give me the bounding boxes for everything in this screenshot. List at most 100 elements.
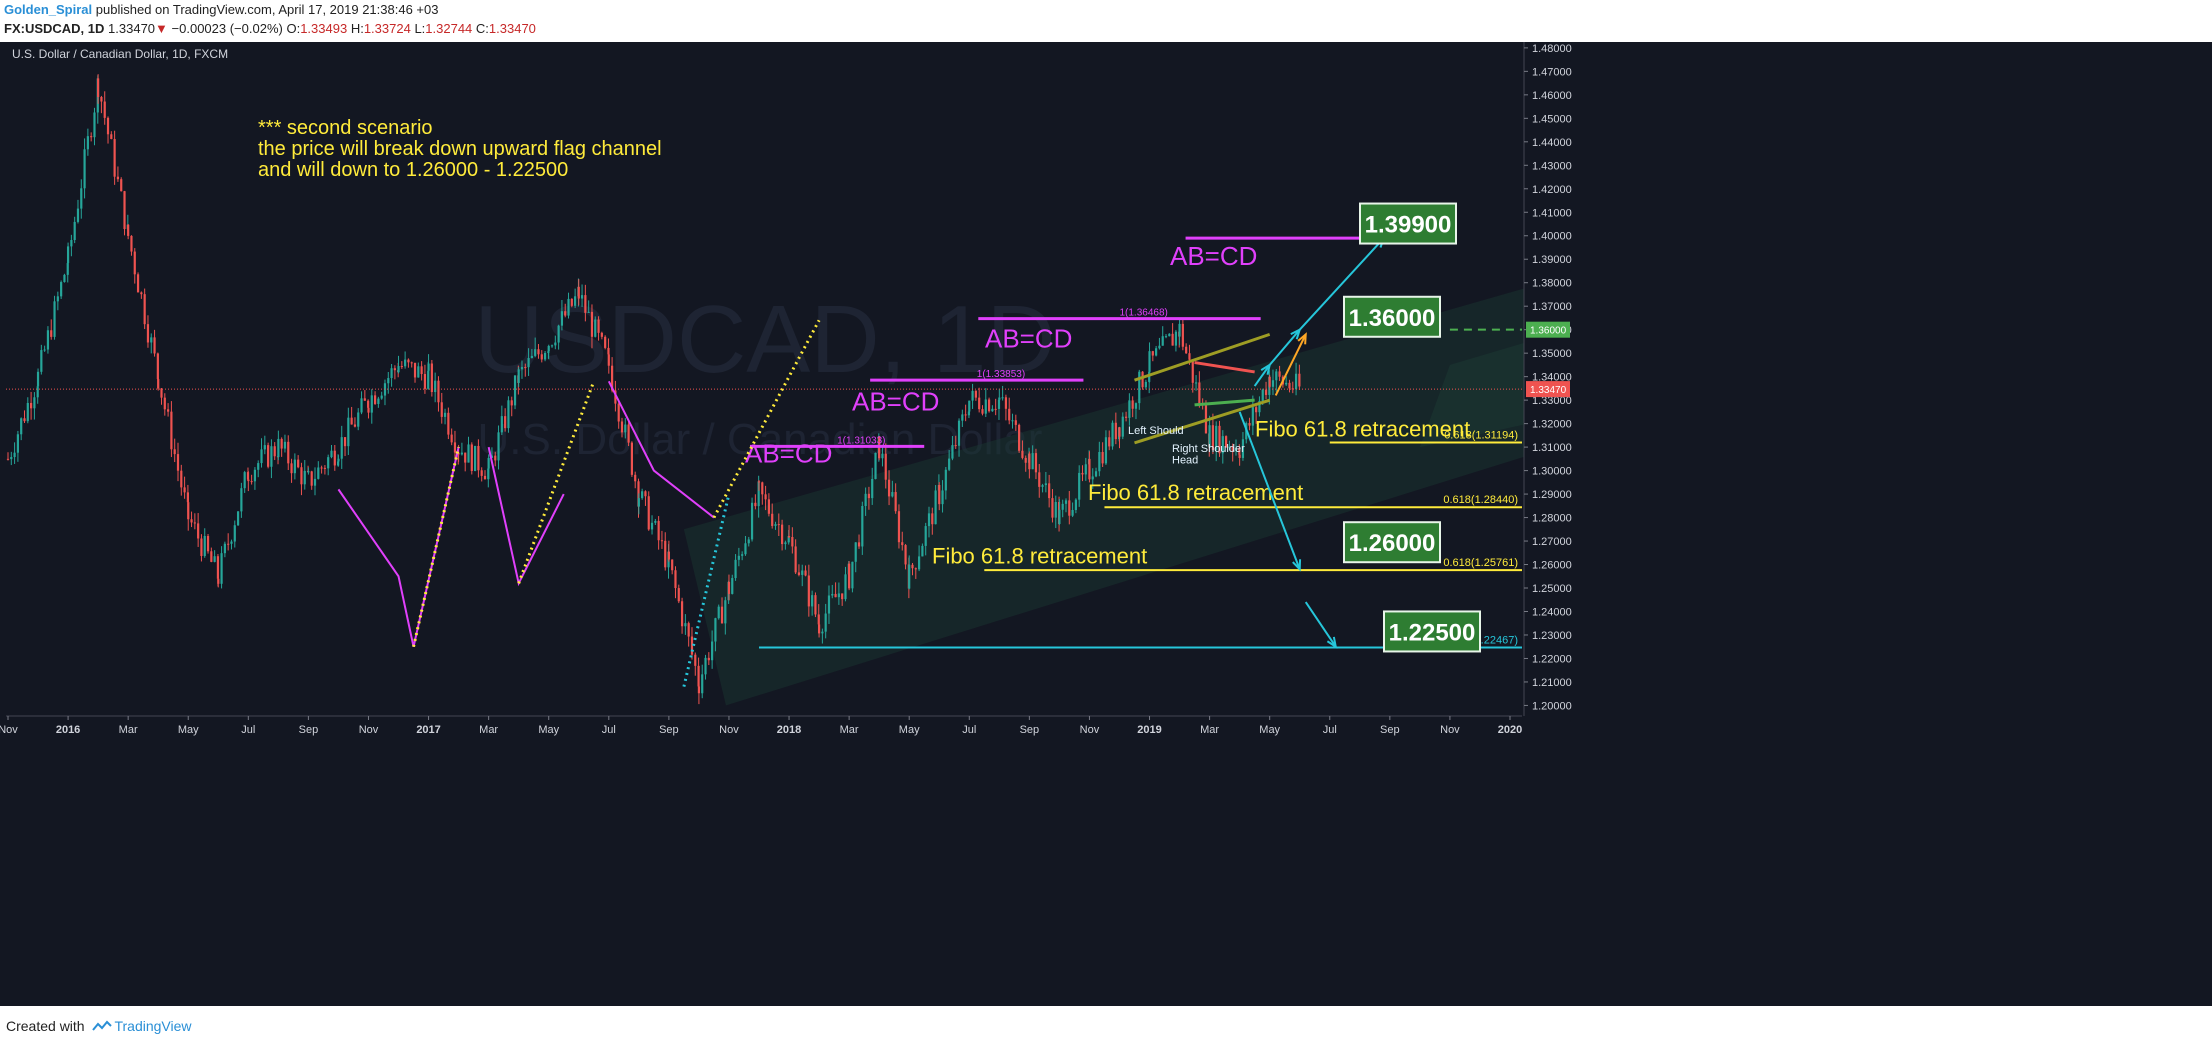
- candle-body: [380, 395, 383, 399]
- candle-body: [453, 442, 457, 453]
- candle-body: [660, 540, 664, 542]
- candle-body: [210, 551, 213, 562]
- price-tick-label: 1.20000: [1532, 700, 1572, 712]
- scenario-arrow: [1238, 411, 1301, 570]
- candle-body: [63, 274, 66, 283]
- candle-body: [731, 578, 734, 594]
- open-value: 1.33493: [300, 21, 348, 36]
- price-tick-label: 1.41000: [1532, 207, 1572, 219]
- candle-body: [460, 452, 463, 455]
- price-tick-label: 1.34000: [1532, 372, 1572, 384]
- level-tag-bg: [1526, 321, 1570, 338]
- price-tick-label: 1.29000: [1532, 489, 1572, 501]
- candle-body: [1058, 509, 1061, 525]
- candle-body: [200, 538, 203, 556]
- candle-body: [43, 349, 46, 351]
- abcd-dotted-leg: [712, 319, 821, 519]
- candle-body: [320, 467, 323, 469]
- candle-body: [110, 134, 113, 140]
- tradingview-link[interactable]: TradingView: [114, 1018, 192, 1034]
- candle-body: [968, 400, 971, 412]
- target-box-value: 1.36000: [1349, 305, 1436, 332]
- candle-body: [413, 362, 417, 378]
- candle-body: [1084, 464, 1087, 475]
- candle-body: [908, 564, 911, 589]
- candle-body: [1174, 331, 1178, 346]
- price-tick-label: 1.24000: [1532, 606, 1572, 618]
- candle-body: [1198, 382, 1201, 404]
- candle-body: [674, 570, 677, 589]
- symbol-label: FX:USDCAD, 1D: [4, 21, 105, 36]
- candle-body: [1168, 333, 1171, 337]
- candle-body: [507, 400, 510, 429]
- candle-body: [1131, 400, 1134, 409]
- time-axis: Nov 2016 Mar May Jul Sep Nov 2017 Mar May Jul Sep No…: [0, 715, 1522, 736]
- time-tick-label: May: [538, 724, 559, 736]
- candle-body: [343, 437, 347, 447]
- candle-body: [590, 311, 594, 337]
- candle-body: [600, 332, 603, 337]
- candle-body: [841, 593, 844, 600]
- candle-body: [257, 463, 260, 470]
- candle-body: [1178, 323, 1181, 337]
- candle-body: [914, 568, 917, 570]
- candle-body: [1218, 425, 1221, 454]
- time-tick-label: Nov: [0, 724, 18, 736]
- candle-body: [931, 513, 934, 525]
- candle-body: [951, 445, 954, 459]
- candle-body: [387, 378, 390, 384]
- price-tick-label: 1.23000: [1532, 630, 1572, 642]
- candle-body: [113, 139, 116, 177]
- candle-body: [280, 438, 283, 449]
- target-box-bg: [1359, 202, 1457, 245]
- candle-body: [604, 336, 607, 348]
- candle-body: [1048, 483, 1051, 499]
- candle-body: [747, 539, 750, 544]
- candle-body: [934, 490, 937, 525]
- candle-body: [1108, 437, 1111, 447]
- candle-body: [130, 235, 133, 252]
- candle-body: [737, 555, 740, 560]
- candle-body: [587, 311, 590, 313]
- abcd-label: AB=CD: [852, 387, 939, 417]
- candle-body: [443, 412, 447, 417]
- candle-body: [1188, 353, 1191, 360]
- created-with-label: Created with: [6, 1018, 85, 1034]
- candle-body: [123, 191, 126, 230]
- abcd-level-label: 1(1.36468): [1119, 308, 1167, 319]
- author-name[interactable]: Golden_Spiral: [4, 2, 93, 17]
- annotation-line: *** second scenario: [258, 117, 433, 139]
- candle-body: [994, 408, 997, 410]
- candle-body: [924, 526, 927, 546]
- candle-body: [243, 472, 246, 489]
- candle-body: [887, 479, 891, 497]
- abcd-label: AB=CD: [1170, 241, 1257, 271]
- candle-body: [987, 399, 991, 412]
- candle-body: [921, 545, 924, 557]
- candle-body: [66, 246, 70, 264]
- candle-body: [267, 445, 270, 467]
- candle-body: [287, 441, 290, 464]
- time-tick-label: 2017: [416, 724, 440, 736]
- candle-body: [50, 330, 53, 337]
- candle-body: [420, 366, 423, 375]
- candle-body: [1248, 423, 1251, 426]
- candle-body: [534, 349, 537, 356]
- ohlc-line: FX:USDCAD, 1D 1.33470▼ −0.00023 (−0.02%)…: [4, 21, 536, 36]
- price-tick-label: 1.26000: [1532, 560, 1572, 572]
- candle-body: [1155, 348, 1158, 356]
- candle-body: [957, 420, 961, 446]
- candle-body: [827, 595, 831, 614]
- candle-body: [741, 554, 744, 556]
- candle-body: [1228, 446, 1231, 448]
- candle-body: [784, 542, 787, 545]
- price-chart[interactable]: USDCAD, 1DU.S. Dollar / Canadian Dollar 0…: [0, 42, 2212, 1006]
- low-label: L:: [414, 21, 426, 36]
- candle-body: [614, 390, 617, 404]
- time-tick-label: Jul: [962, 724, 976, 736]
- candle-body: [1094, 471, 1098, 477]
- candle-body: [1151, 351, 1154, 356]
- candle-body: [500, 416, 503, 433]
- candle-body: [927, 513, 931, 527]
- target-box-value: 1.26000: [1349, 530, 1436, 557]
